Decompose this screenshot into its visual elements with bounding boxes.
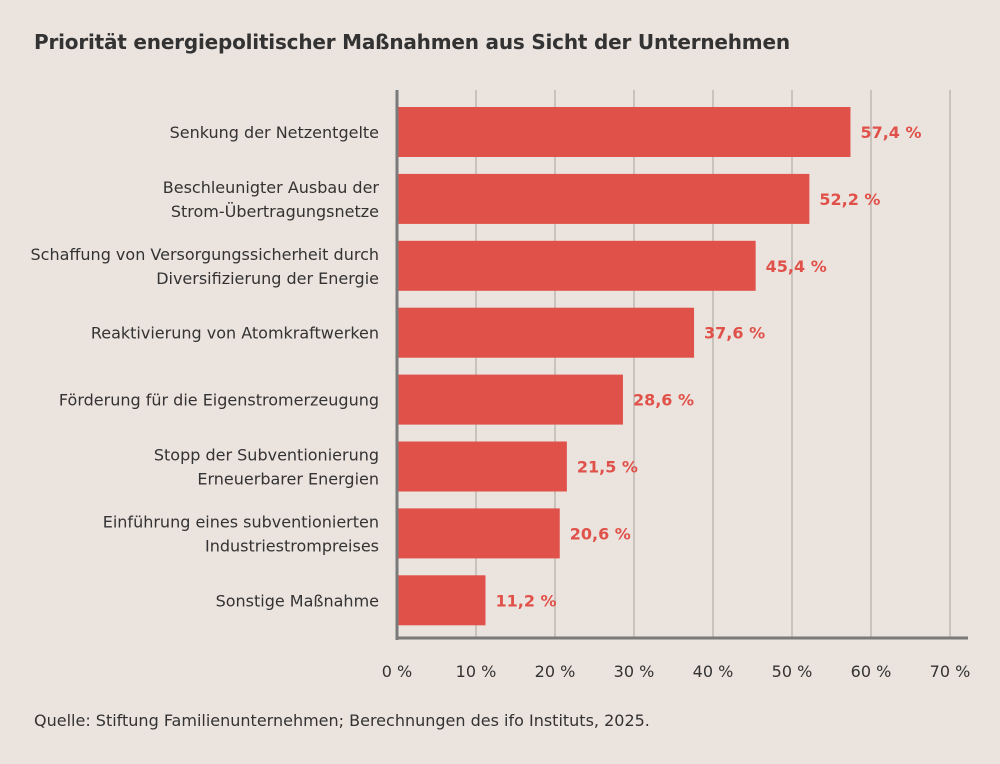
x-tick-label: 0 % [382, 662, 412, 681]
category-label: Beschleunigter Ausbau der [163, 178, 380, 197]
data-label: 21,5 % [577, 458, 638, 477]
category-label: Schaffung von Versorgungssicherheit durc… [30, 245, 379, 264]
labels: 0 % 10 % 20 % 30 % 40 % 50 % 60 % 70 % 57,4 % Sen… [30, 123, 970, 681]
data-label: 20,6 % [570, 524, 631, 543]
bar [397, 575, 486, 626]
category-label: Reaktivierung von Atomkraftwerken [91, 324, 379, 343]
bar [397, 240, 756, 291]
x-tick-label: 30 % [614, 662, 655, 681]
bar [397, 441, 567, 492]
category-label: Strom-Übertragungsnetze [171, 202, 379, 221]
data-label: 28,6 % [633, 391, 694, 410]
category-label: Senkung der Netzentgelte [170, 123, 379, 142]
category-label: Stopp der Subventionierung [154, 446, 379, 465]
bar [397, 508, 560, 559]
axes [395, 90, 968, 640]
data-label: 57,4 % [860, 123, 921, 142]
x-tick-label: 40 % [693, 662, 734, 681]
x-tick-label: 50 % [772, 662, 813, 681]
bar [397, 307, 695, 358]
category-label: Förderung für die Eigenstromerzeugung [59, 391, 379, 410]
data-label: 52,2 % [819, 190, 880, 209]
bars [397, 107, 851, 626]
category-label: Sonstige Maßnahme [216, 591, 379, 610]
source-note: Quelle: Stiftung Familienunternehmen; Be… [34, 711, 650, 730]
bar [397, 173, 810, 224]
x-tick-label: 10 % [456, 662, 497, 681]
data-label: 45,4 % [766, 257, 827, 276]
chart-title: Priorität energiepolitischer Maßnahmen a… [34, 30, 790, 54]
category-label: Erneuerbarer Energien [197, 470, 379, 489]
bar [397, 107, 851, 157]
bar [397, 374, 623, 425]
category-label: Industriestrompreises [205, 536, 379, 555]
x-tick-label: 70 % [930, 662, 971, 681]
x-tick-label: 20 % [535, 662, 576, 681]
data-label: 11,2 % [495, 591, 556, 610]
category-label: Diversifizierung der Energie [156, 269, 379, 288]
data-label: 37,6 % [704, 324, 765, 343]
category-label: Einführung eines subventionierten [103, 512, 379, 531]
x-tick-label: 60 % [851, 662, 892, 681]
